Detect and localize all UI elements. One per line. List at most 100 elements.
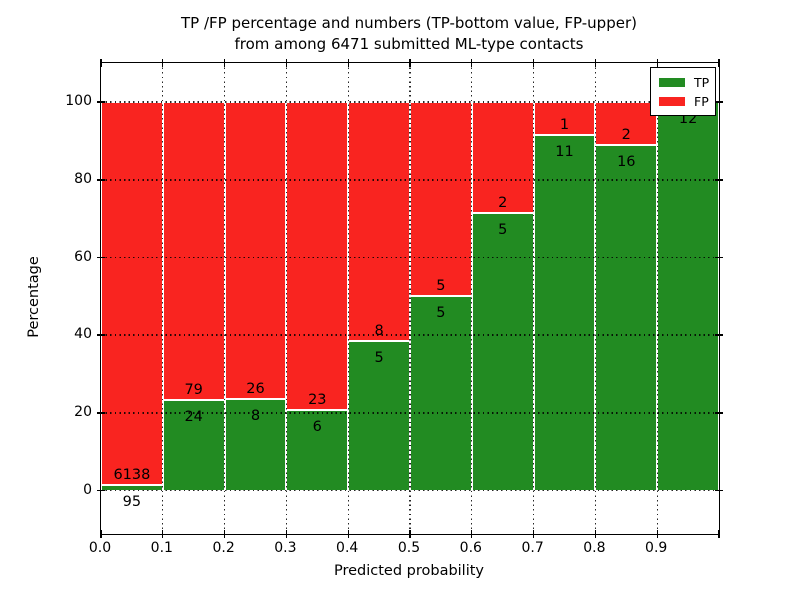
x-tick-label: 0.9 xyxy=(645,540,668,556)
tp-bar-segment xyxy=(410,296,472,492)
y-tick-label: 0 xyxy=(83,481,92,498)
horizontal-gridline xyxy=(101,256,719,259)
fp-count-label: 26 xyxy=(246,381,265,398)
x-tick-mark xyxy=(162,530,164,538)
y-tick-label: 60 xyxy=(74,248,92,265)
fp-bar-segment xyxy=(162,102,225,400)
tp-count-label: 16 xyxy=(617,154,636,171)
y-tick-mark xyxy=(97,179,105,181)
x-tick-mark xyxy=(718,530,720,538)
x-tick-mark xyxy=(532,530,535,538)
vertical-gridline xyxy=(162,63,164,534)
y-tick-mark xyxy=(97,334,105,336)
tp-count-label: 11 xyxy=(555,143,574,160)
fp-count-label: 6138 xyxy=(113,466,151,483)
x-tick-mark-top xyxy=(285,59,288,67)
x-tick-mark-top xyxy=(409,59,411,67)
x-tick-mark-top xyxy=(718,59,720,67)
x-tick-mark-top xyxy=(656,59,658,67)
y-tick-mark-right xyxy=(715,101,723,103)
fp-bar-segment xyxy=(410,102,472,297)
tp-swatch-icon xyxy=(659,78,685,87)
y-tick-mark-right xyxy=(715,489,723,492)
x-tick-mark xyxy=(656,530,658,538)
x-tick-mark-top xyxy=(223,59,226,67)
tp-count-label: 95 xyxy=(122,493,142,510)
x-tick-mark xyxy=(347,530,349,538)
x-tick-label: 0.2 xyxy=(212,540,235,556)
x-tick-mark-top xyxy=(100,59,102,67)
x-tick-label: 0.5 xyxy=(397,540,421,556)
fp-bar-segment xyxy=(533,102,596,135)
x-tick-mark xyxy=(223,530,226,538)
horizontal-gridline xyxy=(101,101,719,103)
x-tick-mark xyxy=(100,530,102,538)
chart-title-line2: from among 6471 submitted ML-type contac… xyxy=(234,35,584,53)
fp-bar-segment xyxy=(224,102,287,400)
legend-label-tp: TP xyxy=(694,75,710,90)
fp-count-label: 2 xyxy=(621,127,631,144)
y-tick-label: 80 xyxy=(74,170,92,187)
tp-count-label: 5 xyxy=(498,222,508,239)
y-tick-mark-right xyxy=(715,412,723,414)
vertical-gridline xyxy=(471,63,473,534)
y-tick-mark-right xyxy=(715,256,723,259)
x-tick-label: 0.0 xyxy=(88,540,112,556)
vertical-gridline xyxy=(347,63,349,534)
x-tick-mark-top xyxy=(162,59,164,67)
y-tick-mark xyxy=(97,256,105,259)
y-tick-label: 40 xyxy=(74,326,92,343)
vertical-gridline xyxy=(223,63,226,534)
x-tick-label: 0.7 xyxy=(521,540,544,556)
tp-count-label: 5 xyxy=(374,350,384,367)
x-tick-label: 0.4 xyxy=(336,540,359,556)
x-tick-label: 0.1 xyxy=(150,540,173,556)
fp-count-label: 1 xyxy=(559,116,570,133)
legend-label-fp: FP xyxy=(694,94,709,109)
horizontal-gridline xyxy=(101,489,719,492)
x-axis-label: Predicted probability xyxy=(333,563,485,579)
y-axis-label: Percentage xyxy=(26,256,42,338)
chart-title: TP /FP percentage and numbers (TP-bottom… xyxy=(100,13,718,55)
vertical-gridline xyxy=(285,63,288,534)
tp-count-label: 6 xyxy=(312,419,322,436)
x-tick-mark xyxy=(471,530,473,538)
y-tick-label: 100 xyxy=(65,93,92,110)
x-tick-label: 0.8 xyxy=(583,540,606,556)
vertical-gridline xyxy=(532,63,535,534)
legend: TP FP xyxy=(650,67,716,116)
fp-count-label: 8 xyxy=(374,323,384,340)
fp-bar-segment xyxy=(348,102,410,342)
fp-count-label: 23 xyxy=(308,392,327,409)
x-tick-mark-top xyxy=(471,59,473,67)
tp-bar-segment xyxy=(533,134,596,492)
x-tick-mark xyxy=(594,530,597,538)
vertical-gridline xyxy=(409,63,411,534)
fp-count-label: 5 xyxy=(436,278,446,295)
fp-count-label: 2 xyxy=(498,195,508,212)
fp-bar-segment xyxy=(471,102,534,214)
x-tick-mark xyxy=(285,530,288,538)
vertical-gridline xyxy=(594,63,597,534)
tp-bar-segment xyxy=(471,213,534,492)
plot-area: TP FP 6138 95 79 24 26 8 23 6 8 5 5 5 2 5 1 11 2 16 12 xyxy=(97,59,723,538)
tp-bar-segment xyxy=(657,102,719,492)
x-tick-mark xyxy=(409,530,411,538)
y-tick-mark xyxy=(97,412,105,414)
y-tick-mark xyxy=(97,489,105,492)
x-tick-label: 0.3 xyxy=(274,540,297,556)
fp-bar-segment xyxy=(595,102,658,146)
tp-count-label: 5 xyxy=(436,305,446,322)
fp-bar-segment xyxy=(101,102,163,485)
y-tick-mark-right xyxy=(715,179,723,181)
fp-swatch-icon xyxy=(659,97,685,106)
vertical-gridline xyxy=(656,63,658,534)
horizontal-gridline xyxy=(101,179,719,181)
x-tick-mark-top xyxy=(532,59,535,67)
y-tick-mark-right xyxy=(715,334,723,336)
horizontal-gridline xyxy=(101,412,719,414)
y-tick-mark xyxy=(97,101,105,103)
x-tick-mark-top xyxy=(594,59,597,67)
x-tick-label: 0.6 xyxy=(459,540,482,556)
x-tick-mark-top xyxy=(347,59,349,67)
